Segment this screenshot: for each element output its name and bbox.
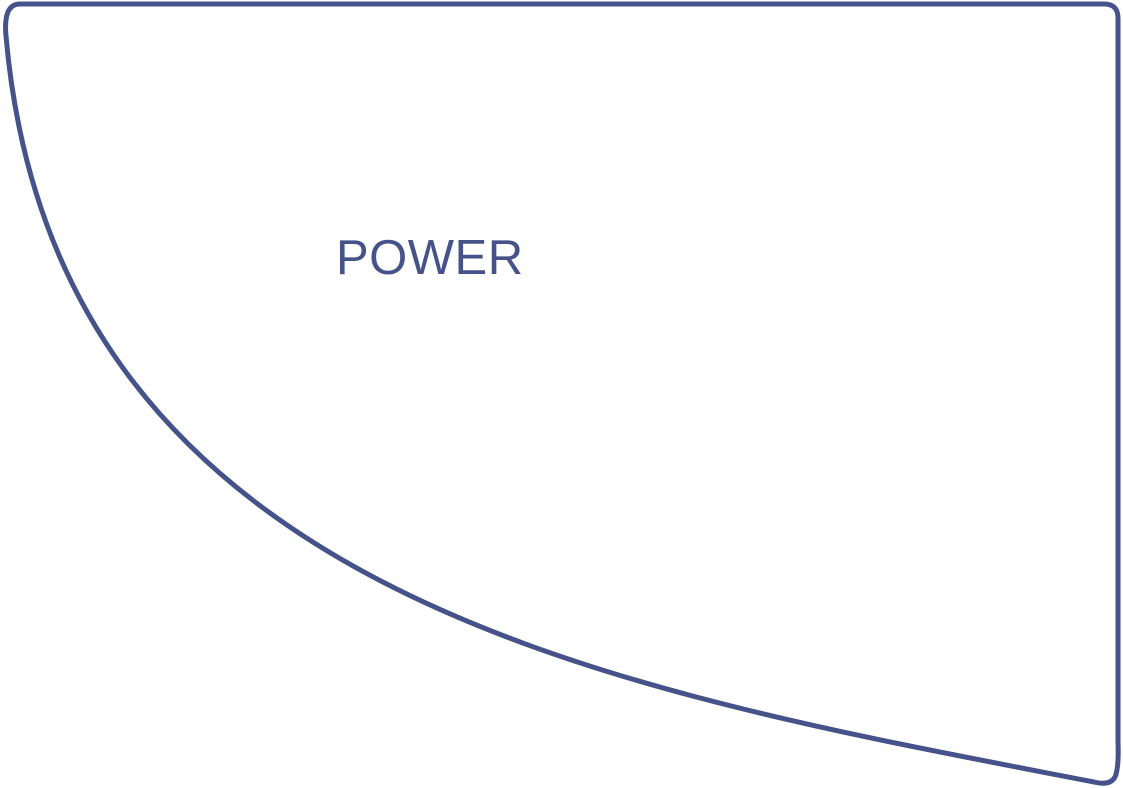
power-shape — [3, 1, 1121, 786]
power-label: POWER — [336, 231, 524, 285]
